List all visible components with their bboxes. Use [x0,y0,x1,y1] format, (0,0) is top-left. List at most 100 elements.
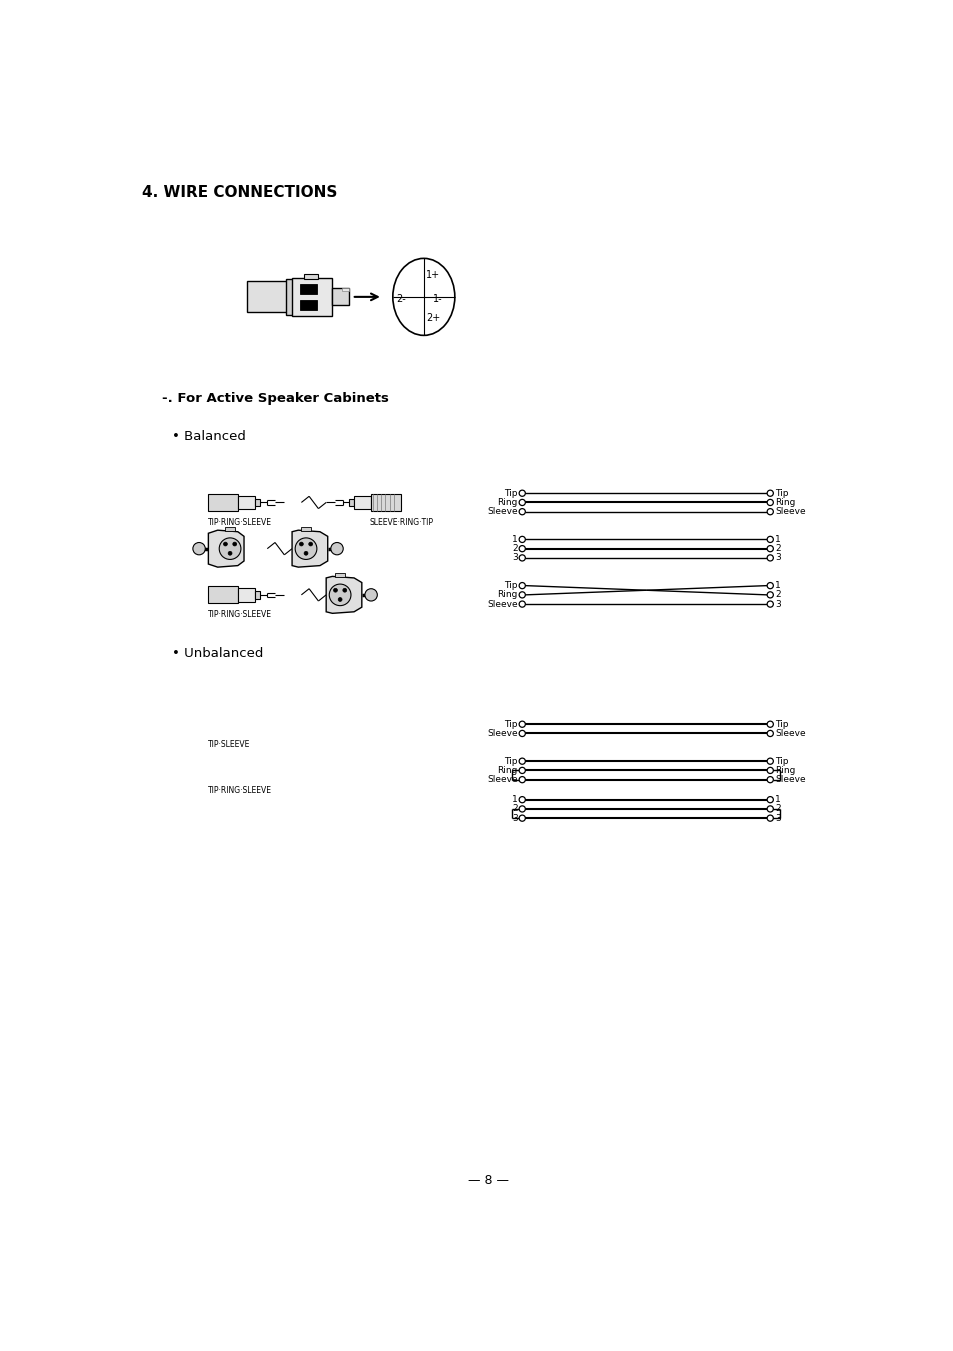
Bar [208,586,237,604]
Text: 1: 1 [774,796,780,804]
Text: Sleeve: Sleeve [486,730,517,738]
Circle shape [518,536,525,543]
Circle shape [766,490,773,496]
Text: Sleeve: Sleeve [774,775,804,784]
Circle shape [518,805,525,812]
Circle shape [518,500,525,505]
Text: 1: 1 [774,535,780,544]
Text: SLEEVE·RING·TIP: SLEEVE·RING·TIP [369,517,433,527]
Text: 1+: 1+ [426,270,440,280]
Bar [292,277,332,316]
Bar [348,499,354,507]
Bar [254,590,260,598]
Text: — 8 —: — 8 — [468,1174,509,1186]
Text: 2: 2 [774,544,780,553]
Bar [254,499,260,507]
Text: Tip: Tip [503,720,517,728]
Circle shape [329,584,351,605]
Circle shape [518,758,525,765]
Text: TIP·RING·SLEEVE: TIP·RING·SLEEVE [208,611,273,619]
Circle shape [766,601,773,607]
Circle shape [518,731,525,736]
Circle shape [299,542,303,546]
Bar [371,494,400,511]
Circle shape [518,508,525,515]
Bar [237,496,254,509]
Bar [286,280,294,315]
Circle shape [233,542,236,546]
Circle shape [766,797,773,802]
Text: • Unbalanced: • Unbalanced [172,647,263,661]
Bar [299,300,316,309]
Circle shape [766,508,773,515]
Circle shape [223,542,227,546]
Circle shape [294,538,316,559]
Polygon shape [326,577,361,613]
Bar [301,527,311,531]
Circle shape [766,777,773,782]
Text: Tip: Tip [774,489,787,497]
Circle shape [518,582,525,589]
Bar [208,494,237,511]
Circle shape [766,592,773,598]
Polygon shape [292,530,328,567]
Circle shape [309,542,313,546]
Circle shape [342,588,346,592]
Circle shape [518,721,525,727]
Circle shape [518,490,525,496]
Text: 2-: 2- [396,295,406,304]
Bar [354,496,371,509]
Bar [247,281,290,312]
Text: TIP·SLEEVE: TIP·SLEEVE [208,739,251,748]
Text: Sleeve: Sleeve [486,507,517,516]
Circle shape [518,797,525,802]
Circle shape [766,767,773,774]
Bar [237,588,254,601]
Circle shape [766,500,773,505]
Bar [332,288,349,305]
Text: Tip: Tip [503,757,517,766]
Circle shape [518,546,525,551]
Circle shape [518,767,525,774]
Circle shape [766,805,773,812]
Text: Tip: Tip [774,757,787,766]
Bar [341,288,349,292]
Circle shape [304,551,308,555]
Text: 3: 3 [512,554,517,562]
Bar [225,527,234,531]
Circle shape [766,536,773,543]
Circle shape [766,721,773,727]
Text: Ring: Ring [497,590,517,600]
Text: 4. WIRE CONNECTIONS: 4. WIRE CONNECTIONS [142,185,337,200]
Circle shape [518,777,525,782]
Circle shape [334,588,337,592]
Text: 3: 3 [774,554,780,562]
Text: 1: 1 [512,796,517,804]
Circle shape [518,592,525,598]
Text: TIP·RING·SLEEVE: TIP·RING·SLEEVE [208,517,273,527]
Circle shape [766,731,773,736]
Circle shape [766,582,773,589]
Text: 2: 2 [774,590,780,600]
Text: Sleeve: Sleeve [774,730,804,738]
Circle shape [518,815,525,821]
Text: 3: 3 [512,813,517,823]
Text: 2+: 2+ [426,313,440,323]
Text: Tip: Tip [503,489,517,497]
Text: Sleeve: Sleeve [486,775,517,784]
Circle shape [365,589,377,601]
Text: 1-: 1- [433,295,442,304]
Text: Sleeve: Sleeve [774,507,804,516]
Text: Tip: Tip [503,581,517,590]
Circle shape [331,543,343,555]
Circle shape [766,555,773,561]
Text: Ring: Ring [774,499,795,507]
Text: Ring: Ring [497,766,517,775]
Circle shape [766,815,773,821]
Circle shape [228,551,232,555]
Text: Sleeve: Sleeve [486,600,517,608]
Text: 1: 1 [774,581,780,590]
Text: 1: 1 [512,535,517,544]
Bar [299,284,316,293]
Text: 2: 2 [512,804,517,813]
